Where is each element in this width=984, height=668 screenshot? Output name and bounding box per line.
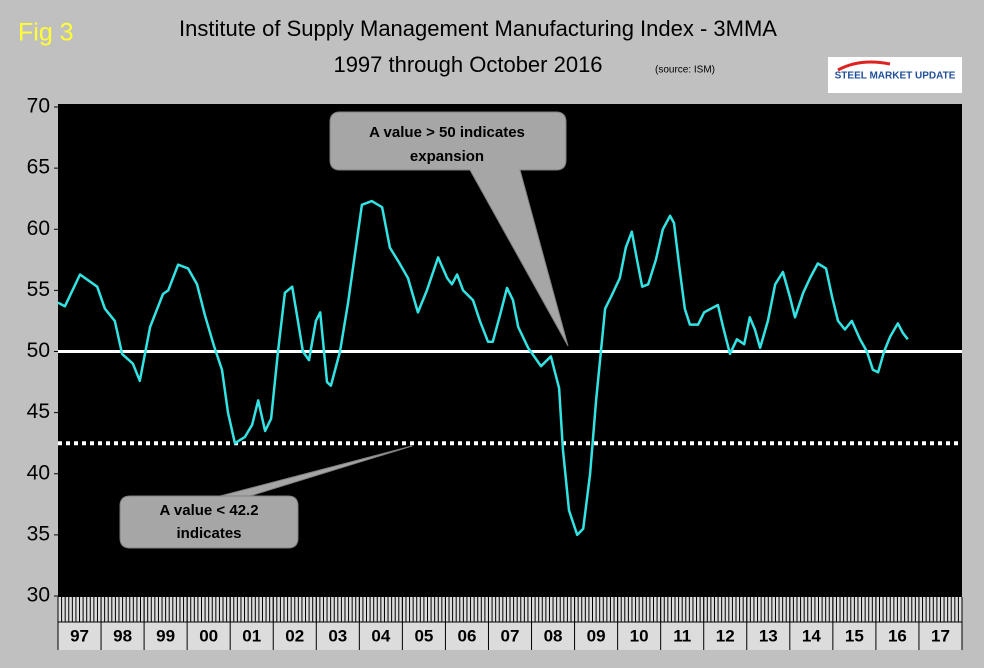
callout-text: indicates [176, 525, 241, 542]
logo-box [828, 57, 962, 93]
x-tick-label: 99 [156, 626, 175, 645]
y-tick-label: 55 [27, 278, 50, 301]
y-tick-label: 45 [27, 400, 50, 423]
x-tick-label: 08 [544, 626, 563, 645]
y-tick-label: 50 [27, 339, 50, 362]
x-tick-label: 03 [328, 626, 347, 645]
source: (source: ISM) [655, 65, 715, 76]
x-tick-label: 04 [371, 626, 390, 645]
callout-text: A value > 50 indicates [369, 124, 525, 141]
series-line [57, 199, 909, 537]
x-tick-label: 16 [888, 626, 907, 645]
chart-subtitle: 1997 through October 2016 [333, 52, 602, 77]
figure-label: Fig 3 [18, 19, 74, 47]
x-tick-label: 12 [716, 626, 735, 645]
x-tick-label: 01 [242, 626, 261, 645]
callout-text: A value < 42.2 [159, 502, 258, 519]
callout-upper [329, 111, 569, 347]
x-tick-label: 11 [673, 626, 691, 645]
x-tick-label: 98 [113, 626, 132, 645]
logo: STEEL MARKET UPDATE [835, 71, 956, 82]
callout-text: expansion [410, 148, 484, 165]
chart-title: Institute of Supply Management Manufactu… [179, 16, 777, 41]
x-tick-label: 10 [630, 626, 649, 645]
callout-lower [119, 445, 413, 549]
x-tick-label: 02 [285, 626, 304, 645]
y-tick-label: 30 [27, 584, 50, 607]
x-tick-label: 06 [457, 626, 476, 645]
x-tick-label: 00 [199, 626, 218, 645]
x-tick-label: 14 [802, 626, 821, 645]
plot: 30 35 40 45 50 55 60 65 70 97 98 99 00 01 02 03 04 05 06 07… [27, 95, 963, 650]
x-tick-label: 07 [501, 626, 520, 645]
y-tick-label: 70 [27, 95, 50, 118]
x-tick-label: 05 [414, 626, 433, 645]
y-tick-label: 40 [27, 461, 50, 484]
x-tick-label: 97 [70, 626, 89, 645]
y-tick-label: 65 [27, 156, 50, 179]
logo-swoosh [837, 60, 891, 72]
x-tick-label: 17 [931, 626, 950, 645]
x-tick-label: 15 [845, 626, 864, 645]
y-tick-label: 35 [27, 522, 50, 545]
x-tick-label: 13 [759, 626, 778, 645]
x-tick-label: 09 [587, 626, 606, 645]
y-tick-label: 60 [27, 217, 50, 240]
